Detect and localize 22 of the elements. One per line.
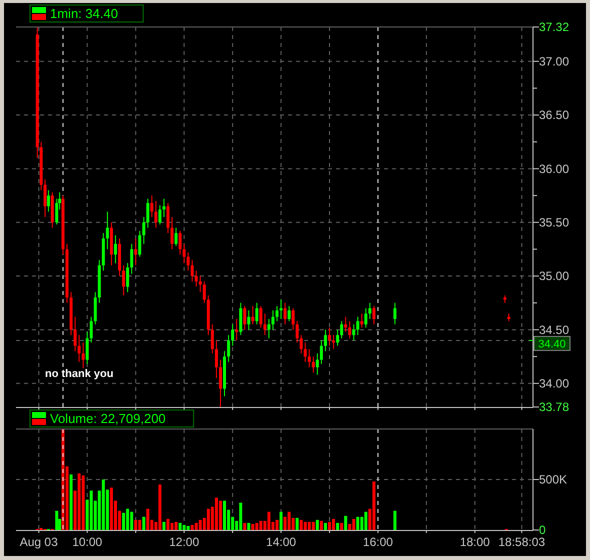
y-tick-label: 0 xyxy=(539,523,546,538)
chart-title: 1min: 34.40 xyxy=(50,6,118,21)
x-tick-label: 12:00 xyxy=(169,535,200,549)
y-tick-label: 37.32 xyxy=(539,20,570,34)
y-tick-label: 34.50 xyxy=(539,322,570,337)
x-tick-label: 14:00 xyxy=(266,535,296,549)
chart-title: Volume: 22,709,200 xyxy=(50,411,166,426)
y-tick-label: 35.50 xyxy=(539,216,570,230)
y-tick-label: 33.78 xyxy=(539,400,570,414)
y-tick-label: 36.00 xyxy=(539,162,570,176)
y-tick-label: 35.00 xyxy=(539,269,570,284)
y-tick-label: 34.00 xyxy=(539,376,570,391)
x-tick-label: 16:00 xyxy=(362,535,394,549)
y-tick-label: 37.00 xyxy=(539,54,570,69)
y-tick-label: 36.50 xyxy=(539,108,570,122)
x-tick-label: 10:00 xyxy=(72,535,103,549)
y-tick-label: 500K xyxy=(539,472,568,487)
annotation: no thank you xyxy=(45,368,114,380)
y-tick-label: 34.40 xyxy=(538,338,566,350)
x-tick-label: 18:58:03 xyxy=(498,535,546,549)
x-tick-label: 18:00 xyxy=(460,535,490,549)
x-tick-label: Aug 03 xyxy=(20,535,58,549)
